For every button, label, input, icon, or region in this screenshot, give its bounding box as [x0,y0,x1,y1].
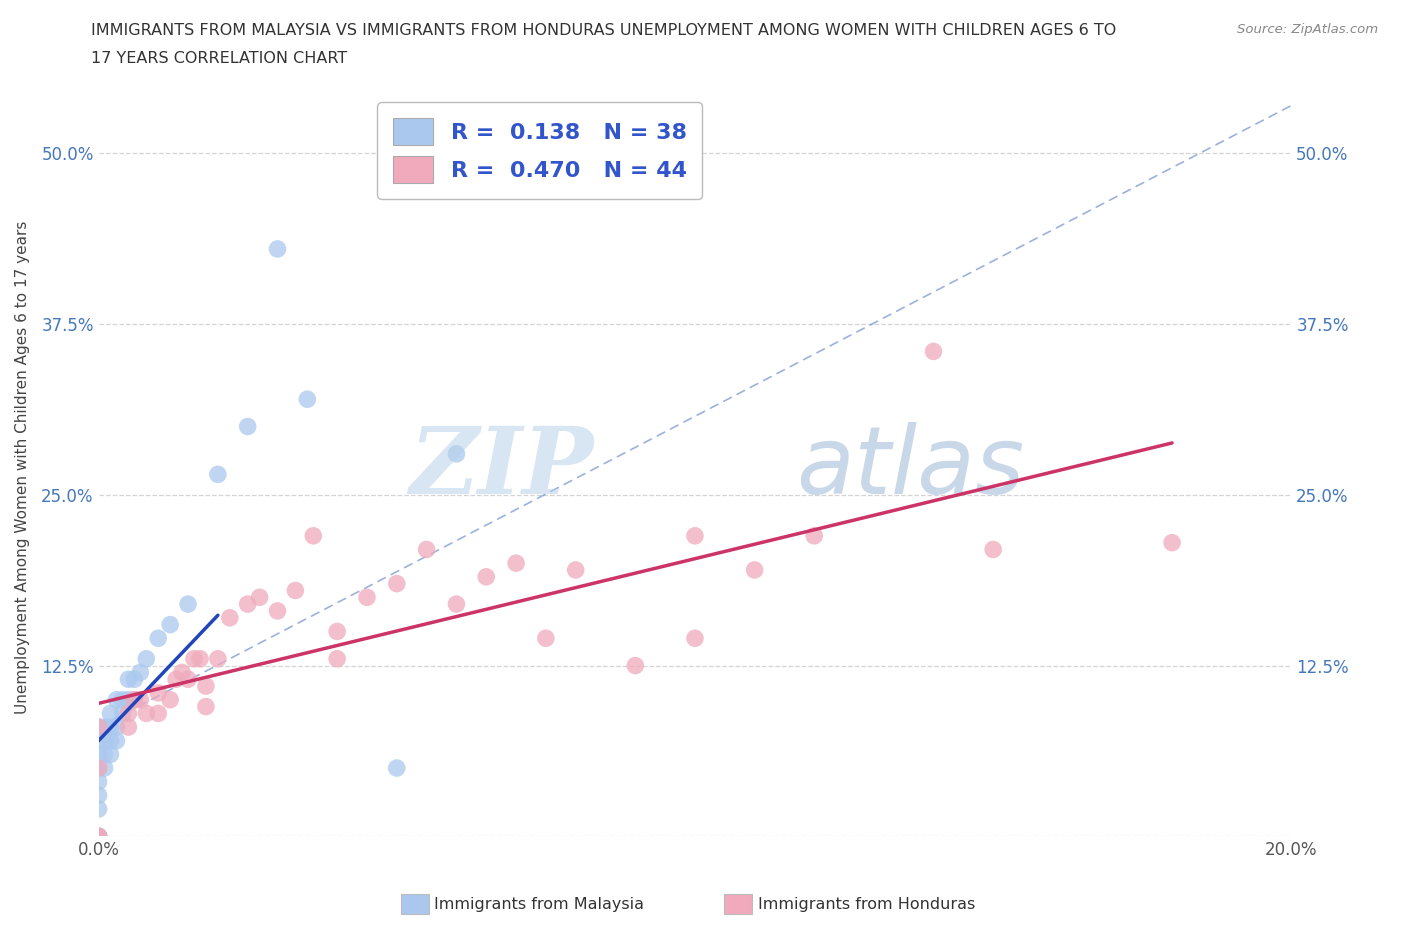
Point [93,747,115,762]
Point [100,733,122,748]
Point [148,685,170,700]
Text: 17 YEARS CORRELATION CHART: 17 YEARS CORRELATION CHART [91,51,347,66]
Point [266,242,288,257]
Point [159,692,181,707]
Point [87,720,110,735]
Point [87,761,110,776]
Text: atlas: atlas [796,422,1025,513]
Point [100,747,122,762]
Point [129,665,152,680]
Point [100,720,122,735]
Point [326,651,349,666]
Point [148,706,170,721]
Point [135,651,157,666]
Point [284,583,307,598]
Point [249,590,271,604]
Point [93,720,115,735]
Legend: R =  0.138   N = 38, R =  0.470   N = 44: R = 0.138 N = 38, R = 0.470 N = 44 [377,102,703,199]
Point [302,528,325,543]
Point [124,692,146,707]
Point [981,542,1004,557]
Point [87,747,110,762]
Point [135,706,157,721]
Point [236,419,259,434]
Point [105,720,128,735]
Point [266,604,288,618]
Point [194,679,217,694]
Point [87,829,110,844]
Point [129,692,152,707]
Point [356,590,378,604]
Point [744,563,766,578]
Point [87,788,110,803]
Point [446,597,468,612]
Point [148,631,170,645]
Point [297,392,319,406]
Point [534,631,557,645]
Point [177,671,200,686]
Point [87,775,110,790]
Point [124,692,146,707]
Text: ZIP: ZIP [409,422,593,512]
Point [87,802,110,817]
Point [922,344,945,359]
Point [1161,535,1184,550]
Point [446,446,468,461]
Text: Immigrants from Honduras: Immigrants from Honduras [758,897,976,912]
Text: IMMIGRANTS FROM MALAYSIA VS IMMIGRANTS FROM HONDURAS UNEMPLOYMENT AMONG WOMEN WI: IMMIGRANTS FROM MALAYSIA VS IMMIGRANTS F… [91,23,1116,38]
Point [105,692,128,707]
Point [87,720,110,735]
Point [207,467,229,482]
Point [803,528,825,543]
Point [683,631,706,645]
Point [236,597,259,612]
Point [117,706,139,721]
Point [87,829,110,844]
Point [683,528,706,543]
Point [117,671,139,686]
Text: Immigrants from Malaysia: Immigrants from Malaysia [434,897,644,912]
Point [105,733,128,748]
Point [111,692,134,707]
Point [159,618,181,632]
Point [475,569,498,584]
Point [188,651,211,666]
Point [564,563,586,578]
Point [218,610,240,625]
Point [326,624,349,639]
Point [87,829,110,844]
Point [505,556,527,571]
Text: Source: ZipAtlas.com: Source: ZipAtlas.com [1237,23,1378,36]
Point [183,651,205,666]
Point [207,651,229,666]
Point [117,720,139,735]
Point [165,671,187,686]
Point [93,761,115,776]
Point [100,706,122,721]
Point [172,665,194,680]
Point [194,699,217,714]
Point [124,671,146,686]
Point [87,733,110,748]
Point [111,706,134,721]
Point [87,829,110,844]
Point [93,733,115,748]
Point [385,761,408,776]
Y-axis label: Unemployment Among Women with Children Ages 6 to 17 years: Unemployment Among Women with Children A… [15,220,30,714]
Point [117,692,139,707]
Point [87,829,110,844]
Point [385,577,408,591]
Point [177,597,200,612]
Point [87,761,110,776]
Point [624,658,647,673]
Point [415,542,437,557]
